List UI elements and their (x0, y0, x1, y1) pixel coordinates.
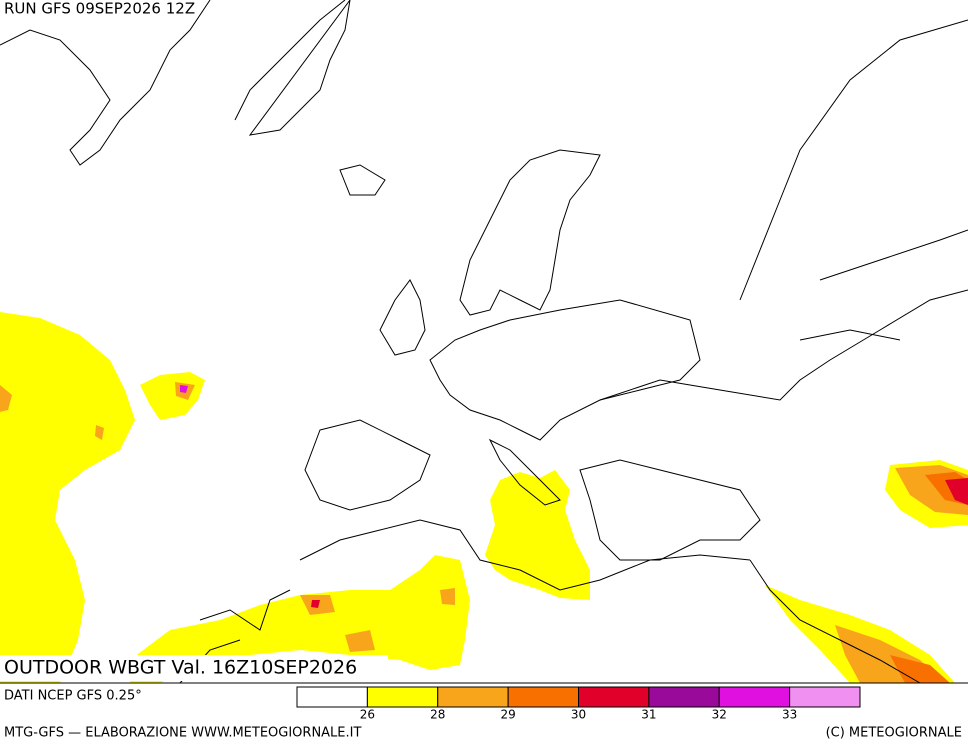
legend-swatch (578, 686, 650, 708)
legend-swatch (507, 686, 579, 708)
legend-swatch (296, 686, 368, 708)
map-title: OUTDOOR WBGT Val. 16Z10SEP2026 (4, 657, 357, 679)
legend-tick-label: 33 (782, 708, 797, 722)
coastlines (0, 0, 968, 684)
footer-right: (C) METEOGIORNALE (826, 726, 962, 741)
footer-left: MTG-GFS — ELABORAZIONE WWW.METEOGIORNALE… (4, 726, 361, 741)
legend-swatch (648, 686, 720, 708)
legend-tick-label: 30 (571, 708, 586, 722)
legend-tick-label: 32 (712, 708, 727, 722)
legend-swatch (366, 686, 439, 708)
color-legend: 26 28 29 30 31 32 33 (296, 686, 861, 722)
data-source: DATI NCEP GFS 0.25° (4, 689, 142, 704)
legend-tick-label: 26 (360, 708, 375, 722)
run-label: RUN GFS 09SEP2026 12Z (4, 0, 195, 18)
legend-tick-label: 31 (641, 708, 656, 722)
legend-swatch (718, 686, 791, 708)
legend-swatch (437, 686, 509, 708)
legend-swatch (789, 686, 861, 708)
title-background (0, 655, 388, 681)
wbgt-shading (0, 312, 968, 683)
legend-tick-label: 29 (500, 708, 515, 722)
legend-tick-label: 28 (430, 708, 445, 722)
